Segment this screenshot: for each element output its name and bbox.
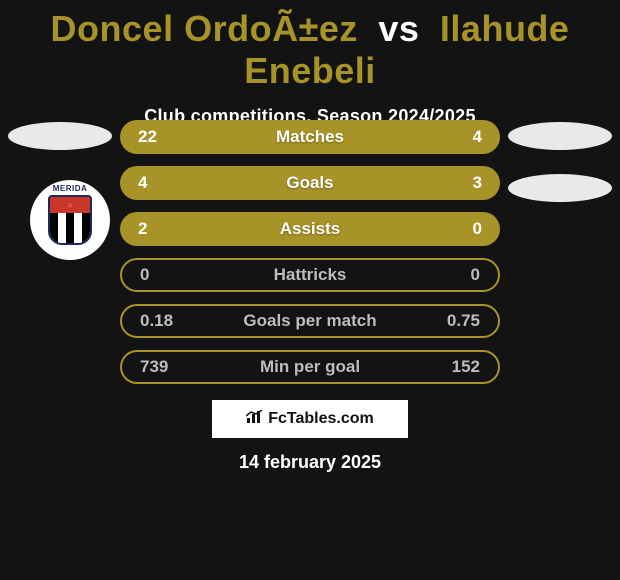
stat-left-value: 739 — [140, 357, 180, 377]
stat-row: 739Min per goal152 — [120, 350, 500, 384]
stat-left-value: 0 — [140, 265, 180, 285]
footer-date: 14 february 2025 — [0, 452, 620, 473]
stat-right-value: 152 — [440, 357, 480, 377]
stat-row: 0.18Goals per match0.75 — [120, 304, 500, 338]
stat-row: 4Goals3 — [120, 166, 500, 200]
stat-label: Hattricks — [180, 265, 440, 285]
stat-label: Goals per match — [180, 311, 440, 331]
stat-right-value: 4 — [442, 127, 482, 147]
stat-label: Min per goal — [180, 357, 440, 377]
player2-photo-placeholder — [508, 122, 612, 150]
stat-right-value: 0 — [440, 265, 480, 285]
player1-club-crest: MERIDA ⌂ — [30, 180, 110, 260]
stats-table: 22Matches44Goals32Assists00Hattricks00.1… — [120, 120, 500, 396]
brand-text: FcTables.com — [268, 410, 374, 428]
stat-row: 22Matches4 — [120, 120, 500, 154]
chart-icon — [246, 410, 264, 428]
player2-club-placeholder — [508, 174, 612, 202]
stat-label: Goals — [178, 173, 442, 193]
crest-top: ⌂ — [50, 197, 90, 213]
crest-top-icon: ⌂ — [68, 202, 72, 209]
stat-label: Matches — [178, 127, 442, 147]
stat-row: 2Assists0 — [120, 212, 500, 246]
stat-left-value: 0.18 — [140, 311, 180, 331]
crest-shield: ⌂ — [48, 195, 92, 245]
stat-right-value: 3 — [442, 173, 482, 193]
comparison-title: Doncel OrdoÃ±ez vs Ilahude Enebeli — [0, 0, 620, 92]
stat-right-value: 0.75 — [440, 311, 480, 331]
stat-row: 0Hattricks0 — [120, 258, 500, 292]
crest-outer: MERIDA ⌂ — [30, 180, 110, 260]
stat-left-value: 2 — [138, 219, 178, 239]
stat-left-value: 4 — [138, 173, 178, 193]
player1-photo-placeholder — [8, 122, 112, 150]
crest-text: MERIDA — [30, 184, 110, 193]
player1-name: Doncel OrdoÃ±ez — [51, 8, 358, 49]
brand-badge: FcTables.com — [212, 400, 408, 438]
stat-label: Assists — [178, 219, 442, 239]
stat-left-value: 22 — [138, 127, 178, 147]
vs-label: vs — [378, 8, 419, 49]
stat-right-value: 0 — [442, 219, 482, 239]
